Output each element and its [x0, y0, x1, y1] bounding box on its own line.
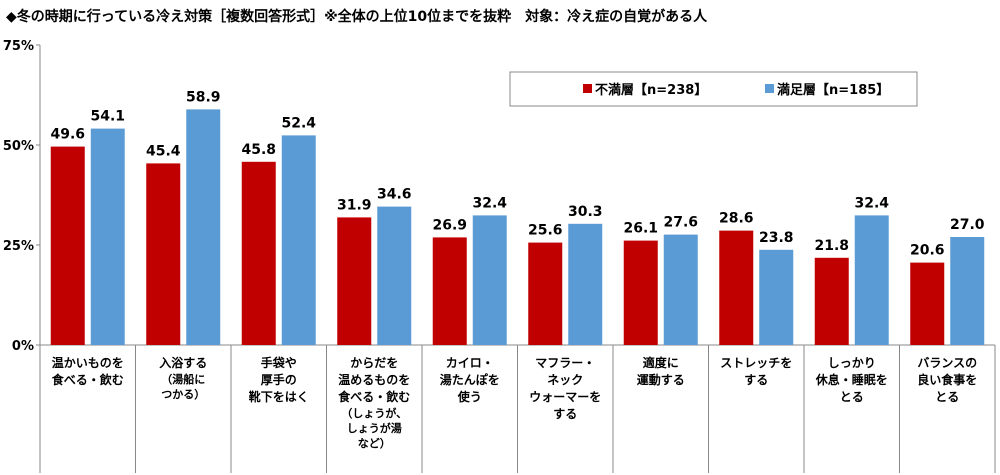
bar	[854, 215, 889, 345]
category-label: 入浴する	[159, 355, 207, 370]
data-label: 58.9	[186, 89, 221, 105]
legend-swatch	[765, 84, 774, 93]
data-label: 27.0	[950, 217, 985, 233]
category-sublabel: など）	[358, 437, 391, 450]
bar	[950, 237, 985, 345]
category-label: 食べる・飲む	[337, 389, 410, 404]
bar	[472, 215, 507, 345]
category-label: する	[744, 373, 768, 387]
bars	[50, 109, 985, 346]
y-tick-label: 75%	[3, 39, 34, 54]
data-label: 27.6	[663, 215, 698, 231]
bar	[528, 242, 563, 345]
data-label: 45.4	[146, 143, 181, 159]
category-label: 手袋や	[261, 355, 297, 370]
category-label: とる	[840, 390, 864, 404]
bar	[759, 249, 794, 345]
category-label: 食べる・飲む	[51, 372, 124, 387]
category-label: カイロ・	[446, 356, 494, 370]
data-label: 26.9	[432, 217, 467, 233]
bar	[241, 161, 276, 345]
bar	[814, 257, 849, 345]
category-label: ネック	[547, 373, 583, 387]
y-tick-label: 50%	[3, 139, 34, 154]
category-sublabel: しょうが湯	[347, 421, 402, 435]
category-label: ストレッチを	[720, 356, 792, 370]
data-label: 30.3	[568, 204, 603, 220]
category-label: する	[553, 407, 577, 421]
data-label: 45.8	[241, 142, 276, 158]
y-tick-label: 25%	[3, 239, 34, 254]
data-label: 32.4	[472, 195, 507, 211]
category-label: ウォーマーを	[529, 390, 601, 404]
legend-box	[509, 71, 918, 107]
category-label: 使う	[457, 389, 482, 404]
category-label: しっかり	[828, 356, 876, 370]
y-tick-label: 0%	[12, 339, 34, 354]
data-label: 54.1	[90, 109, 125, 125]
category-label: 運動する	[637, 372, 685, 387]
category-sublabel: つかる）	[161, 388, 205, 401]
bar	[623, 240, 658, 345]
data-label: 49.6	[50, 127, 85, 143]
data-label: 31.9	[337, 197, 372, 213]
category-label: 靴下をはく	[249, 389, 309, 404]
legend-swatch	[583, 84, 592, 93]
category-label: 湯たんぽを	[440, 372, 500, 387]
bar	[90, 128, 125, 345]
category-label: 休息・睡眠を	[815, 372, 888, 387]
data-label: 21.8	[814, 238, 849, 254]
category-label: 適度に	[643, 355, 679, 370]
data-label: 25.6	[528, 223, 563, 239]
category-label: からだを	[350, 356, 398, 370]
bar	[377, 206, 412, 345]
category-label: 温かいものを	[52, 356, 124, 370]
category-sublabel: （しょうが、	[341, 406, 407, 420]
bar	[719, 230, 754, 345]
bar	[432, 237, 467, 345]
bar	[50, 146, 85, 345]
data-label: 23.8	[759, 230, 794, 246]
data-label: 26.1	[623, 221, 658, 237]
bar	[146, 163, 181, 345]
category-label: 良い食事を	[917, 372, 977, 387]
data-labels: 49.6 54.1 45.4 58.9 45.8 52.4 31.9 34.6 26.9 32.4…	[50, 89, 984, 258]
bar	[663, 234, 698, 345]
data-label: 32.4	[854, 195, 889, 211]
category-label: マフラー・	[535, 356, 595, 370]
chart-title: ◆冬の時期に行っている冷え対策［複数回答形式］※全体の上位10位までを抜粋 対象…	[6, 9, 708, 25]
category-label: 温めるものを	[338, 373, 410, 387]
data-label: 28.6	[719, 211, 754, 227]
legend: 不満層【n=238】 満足層【n=185】	[509, 71, 918, 107]
category-sublabel: （湯船に	[161, 372, 205, 386]
category-label: 厚手の	[261, 372, 297, 387]
bar	[568, 223, 603, 345]
category-labels: 温かいものを食べる・飲む入浴する（湯船につかる）手袋や厚手の靴下をはくからだを温…	[51, 355, 978, 450]
category-label: とる	[935, 390, 959, 404]
bar	[337, 217, 372, 345]
bar	[186, 109, 221, 346]
legend-label: 不満層【n=238】	[595, 82, 707, 98]
data-label: 34.6	[377, 187, 412, 203]
bar	[910, 262, 945, 345]
bar	[281, 135, 316, 345]
category-label: バランスの	[917, 356, 977, 370]
data-label: 20.6	[910, 243, 945, 259]
data-label: 52.4	[281, 115, 316, 131]
legend-label: 満足層【n=185】	[777, 82, 889, 98]
